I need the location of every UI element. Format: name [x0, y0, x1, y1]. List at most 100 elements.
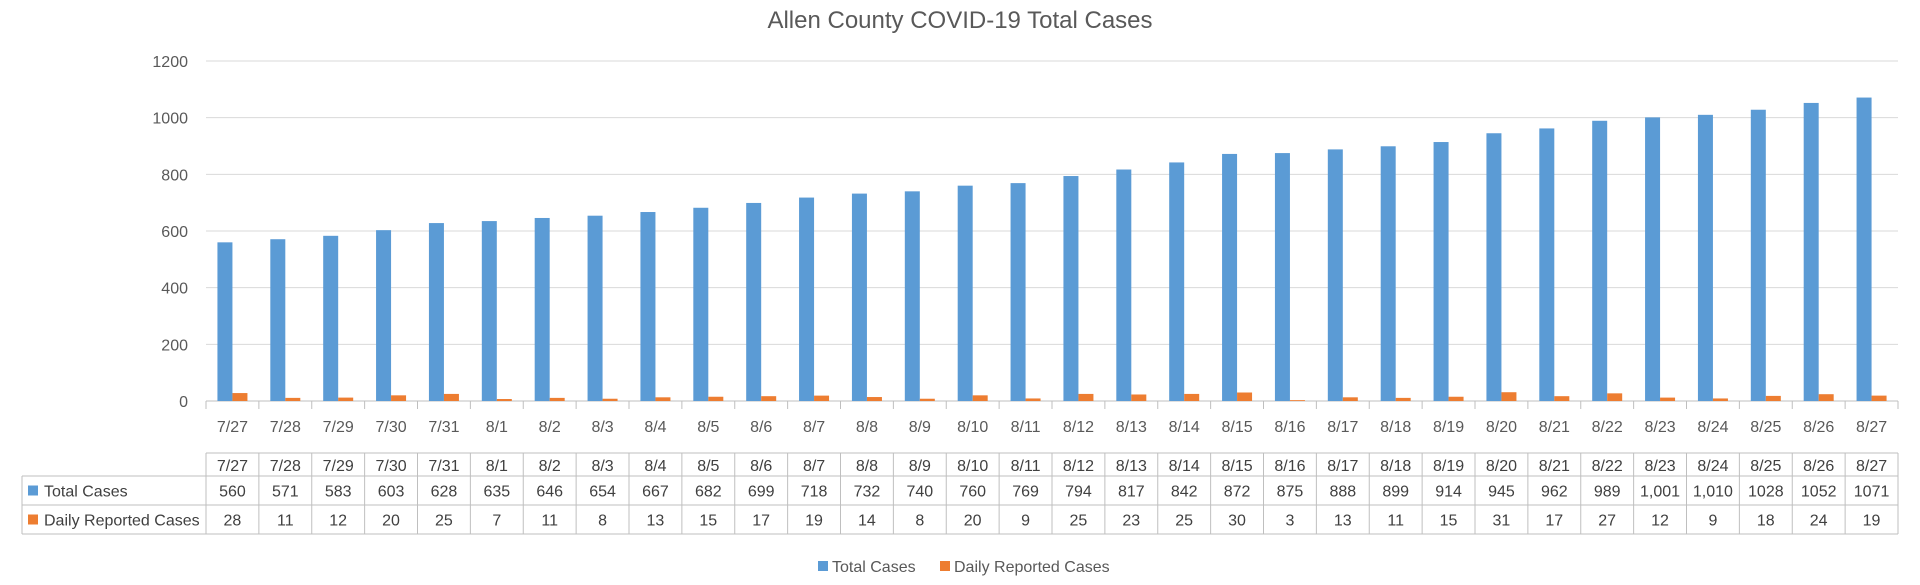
table-value-cell: 3	[1285, 513, 1294, 530]
bar-daily-reported-cases	[496, 399, 512, 401]
table-header-cell: 8/7	[803, 458, 825, 475]
bar-daily-reported-cases	[1712, 398, 1728, 401]
table-value-cell: 646	[536, 484, 563, 501]
table-header-cell: 8/25	[1750, 458, 1781, 475]
x-tick-label: 8/10	[957, 419, 988, 436]
table-value-cell: 17	[752, 513, 770, 530]
y-tick-label: 800	[161, 167, 188, 184]
bar-daily-reported-cases	[232, 393, 248, 401]
bar-total-cases	[1803, 102, 1819, 401]
x-tick-label: 7/31	[428, 419, 459, 436]
table-value-cell: 1071	[1854, 484, 1890, 501]
bar-total-cases	[587, 215, 603, 401]
table-value-cell: 769	[1012, 484, 1039, 501]
table-header-cell: 8/23	[1644, 458, 1675, 475]
x-tick-label: 8/24	[1697, 419, 1728, 436]
x-tick-label: 8/3	[591, 419, 613, 436]
table-header-cell: 7/29	[323, 458, 354, 475]
table-value-cell: 989	[1594, 484, 1621, 501]
table-header-cell: 8/21	[1539, 458, 1570, 475]
table-header-cell: 8/19	[1433, 458, 1464, 475]
bar-daily-reported-cases	[1289, 400, 1305, 401]
y-axis: 0 200 400 600 800 1000 1200	[152, 54, 188, 411]
table-value-cell: 583	[325, 484, 352, 501]
legend-key	[940, 561, 950, 571]
x-tick-label: 8/9	[909, 419, 931, 436]
table-header-cell: 8/10	[957, 458, 988, 475]
bar-total-cases	[1856, 97, 1872, 402]
table-value-cell: 962	[1541, 484, 1568, 501]
bar-daily-reported-cases	[708, 396, 724, 401]
table-value-cell: 12	[1651, 513, 1669, 530]
table-value-cell: 9	[1021, 513, 1030, 530]
table-header-cell: 8/24	[1697, 458, 1728, 475]
x-tick-label: 8/2	[539, 419, 561, 436]
table-value-cell: 654	[589, 484, 616, 501]
bar-daily-reported-cases	[814, 395, 830, 401]
table-legend-key	[28, 485, 38, 496]
table-value-cell: 699	[748, 484, 775, 501]
bar-total-cases	[323, 235, 339, 401]
table-value-cell: 667	[642, 484, 669, 501]
bar-total-cases	[799, 197, 815, 401]
table-value-cell: 794	[1065, 484, 1092, 501]
bar-total-cases	[428, 223, 444, 401]
bar-total-cases	[746, 202, 762, 401]
table-value-cell: 8	[598, 513, 607, 530]
bar-daily-reported-cases	[1607, 393, 1623, 401]
bar-total-cases	[1433, 142, 1449, 402]
table-value-cell: 560	[219, 484, 246, 501]
bar-daily-reported-cases	[1395, 397, 1411, 401]
table-value-cell: 740	[906, 484, 933, 501]
table-value-cell: 817	[1118, 484, 1145, 501]
table-value-cell: 14	[858, 513, 876, 530]
table-header-cell: 8/12	[1063, 458, 1094, 475]
table-value-cell: 19	[1863, 513, 1881, 530]
bar-total-cases	[1380, 146, 1396, 401]
bar-daily-reported-cases	[1342, 397, 1358, 401]
bar-total-cases	[376, 230, 392, 401]
bar-total-cases	[1539, 128, 1555, 401]
table-header-cell: 8/1	[486, 458, 508, 475]
bar-total-cases	[693, 207, 709, 401]
table-value-cell: 20	[964, 513, 982, 530]
bar-daily-reported-cases	[1871, 395, 1887, 401]
x-tick-label: 7/27	[217, 419, 248, 436]
table-value-cell: 25	[435, 513, 453, 530]
bar-daily-reported-cases	[285, 397, 301, 401]
x-tick-label: 8/23	[1644, 419, 1675, 436]
table-value-cell: 11	[541, 513, 558, 530]
table-value-cell: 15	[1440, 513, 1458, 530]
bar-daily-reported-cases	[602, 398, 618, 401]
bar-daily-reported-cases	[1818, 394, 1834, 401]
x-tick-label: 8/18	[1380, 419, 1411, 436]
bar-total-cases	[1750, 109, 1766, 401]
x-tick-label: 7/29	[323, 419, 354, 436]
table-header-cell: 8/13	[1116, 458, 1147, 475]
table-header-cell: 7/28	[270, 458, 301, 475]
x-tick-label: 8/22	[1592, 419, 1623, 436]
table-value-cell: 718	[801, 484, 828, 501]
table-value-cell: 30	[1228, 513, 1246, 530]
bar-daily-reported-cases	[1078, 393, 1094, 401]
bar-daily-reported-cases	[1765, 395, 1781, 401]
legend: Total Cases Daily Reported Cases	[818, 559, 1110, 576]
bar-daily-reported-cases	[1501, 392, 1517, 401]
table-value-cell: 7	[492, 513, 501, 530]
table-row-label: Total Cases	[44, 484, 128, 501]
table-value-cell: 875	[1277, 484, 1304, 501]
y-tick-label: 200	[161, 337, 188, 354]
bar-total-cases	[1116, 169, 1132, 401]
table-header-cell: 8/14	[1169, 458, 1200, 475]
table-value-cell: 1028	[1748, 484, 1784, 501]
x-tick-label: 7/28	[270, 419, 301, 436]
table-header-cell: 8/16	[1274, 458, 1305, 475]
x-tick-label: 8/26	[1803, 419, 1834, 436]
table-header-cell: 8/18	[1380, 458, 1411, 475]
table-value-cell: 24	[1810, 513, 1828, 530]
table-header-cell: 8/15	[1221, 458, 1252, 475]
table-value-cell: 8	[915, 513, 924, 530]
legend-label: Daily Reported Cases	[954, 559, 1110, 576]
bar-daily-reported-cases	[1237, 392, 1253, 401]
